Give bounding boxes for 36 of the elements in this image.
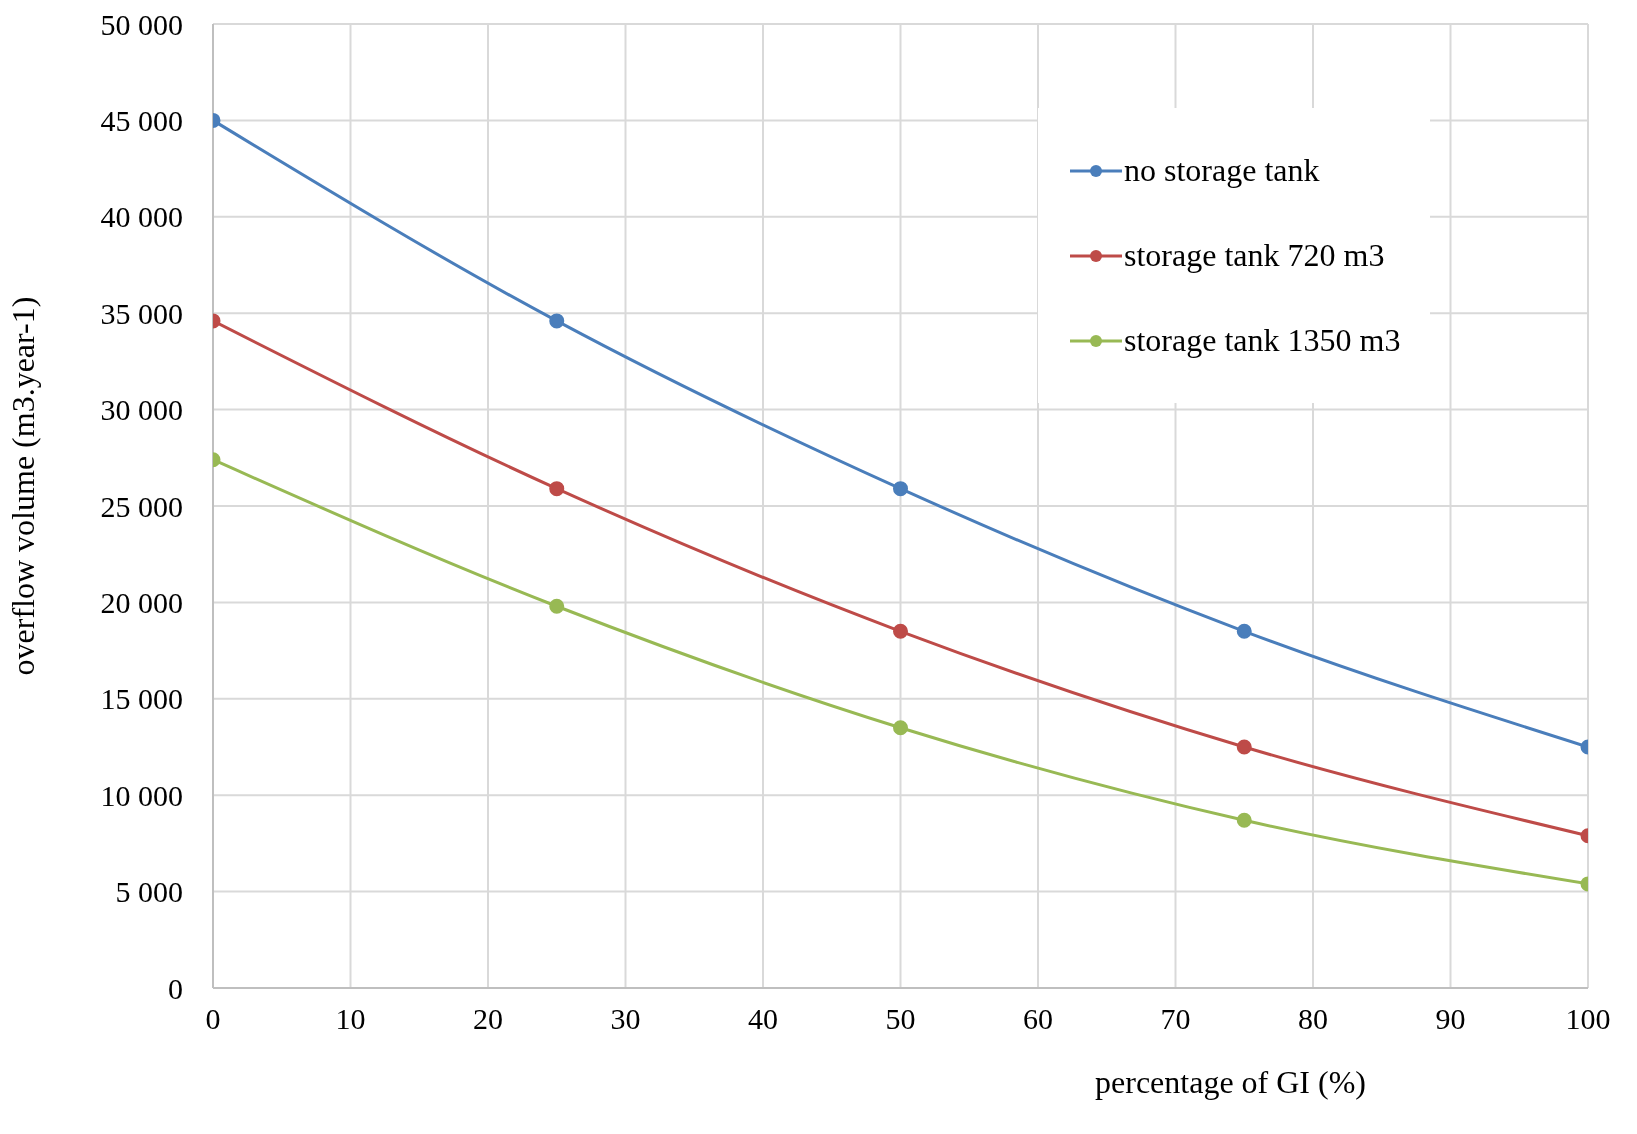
x-tick-label: 90 — [1435, 1002, 1466, 1036]
y-tick-label: 45 000 — [100, 104, 183, 138]
point — [549, 313, 565, 329]
x-tick-label: 100 — [1565, 1002, 1611, 1036]
y-tick-label: 40 000 — [100, 200, 183, 234]
y-axis-title: overflow volume (m3.year-1) — [5, 296, 42, 676]
x-tick-label: 40 — [748, 1002, 778, 1036]
point — [549, 481, 565, 497]
point — [893, 481, 908, 497]
x-tick-label: 20 — [473, 1002, 503, 1036]
x-tick-label: 50 — [885, 1002, 916, 1036]
y-tick-label: 30 000 — [100, 393, 183, 427]
x-axis-title: percentage of GI (%) — [1095, 1064, 1366, 1100]
y-tick-label: 20 000 — [100, 586, 183, 620]
y-tick-label: 0 — [168, 971, 183, 1005]
legend-label: no storage tank — [1124, 152, 1320, 189]
point — [1236, 739, 1252, 755]
x-tick-label: 60 — [1023, 1002, 1053, 1036]
point — [1236, 623, 1252, 639]
y-tick-label: 10 000 — [100, 778, 183, 812]
y-tick-label: 50 000 — [100, 7, 183, 41]
x-tick-label: 80 — [1298, 1002, 1328, 1036]
x-tick-label: 0 — [205, 1002, 221, 1036]
point — [1236, 812, 1252, 828]
y-tick-label: 15 000 — [100, 682, 183, 716]
y-tick-label: 25 000 — [100, 489, 183, 523]
y-tick-label: 5 000 — [115, 875, 183, 909]
x-tick-label: 70 — [1160, 1002, 1191, 1036]
y-tick-label: 35 000 — [100, 296, 183, 330]
x-tick-label: 10 — [335, 1002, 366, 1036]
legend-label: storage tank 720 m3 — [1124, 237, 1385, 274]
x-tick-label: 30 — [610, 1002, 641, 1036]
legend-label: storage tank 1350 m3 — [1124, 322, 1401, 359]
point — [893, 623, 908, 639]
point — [549, 598, 565, 614]
point — [893, 720, 908, 736]
